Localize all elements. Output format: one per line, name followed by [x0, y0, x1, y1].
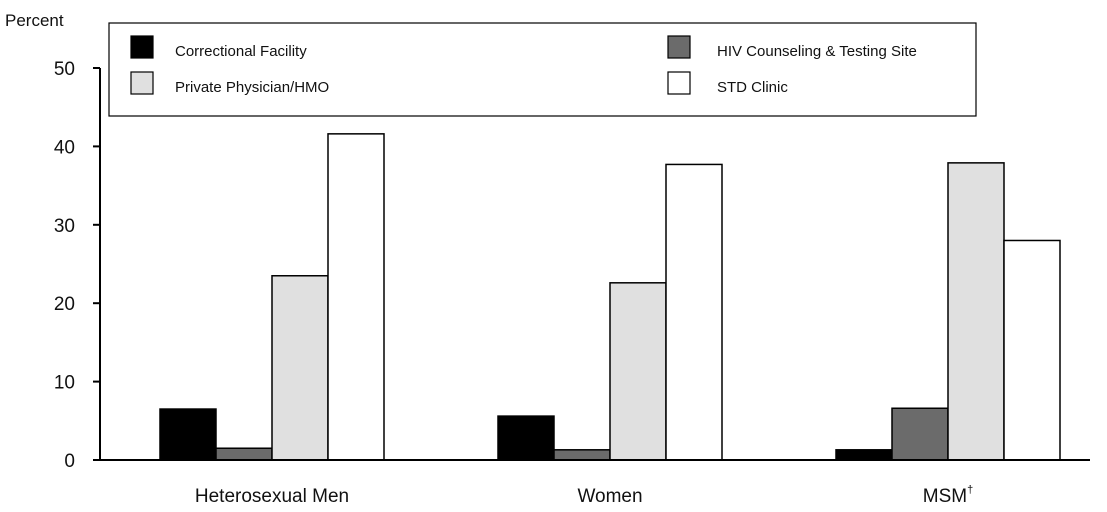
legend-label: HIV Counseling & Testing Site: [717, 43, 917, 60]
y-axis-label: Percent: [5, 11, 64, 30]
y-axis: 0 10 20 30 40 50: [54, 59, 101, 472]
bar-correctional-facility-heterosexual-men: [159, 408, 217, 461]
bar-private-physician-hmo-msm: [947, 162, 1005, 461]
y-tick-label: 10: [54, 373, 75, 394]
bar-std-clinic-women: [665, 163, 723, 461]
x-category-label: MSM†: [923, 484, 973, 507]
x-category-label: Heterosexual Men: [195, 486, 349, 507]
bar-std-clinic-msm: [1003, 239, 1061, 461]
bar-hiv-counseling-testing-site-heterosexual-men: [215, 447, 273, 461]
y-tick-label: 50: [54, 59, 75, 80]
legend-swatch: [667, 35, 691, 59]
bar-private-physician-hmo-heterosexual-men: [271, 275, 329, 461]
bar-hiv-counseling-testing-site-msm: [891, 407, 949, 461]
legend-label: Private Physician/HMO: [175, 79, 329, 96]
y-tick-label: 40: [54, 137, 75, 158]
bar-correctional-facility-women: [497, 415, 555, 461]
legend-swatch: [130, 71, 154, 95]
legend: Correctional Facility HIV Counseling & Te…: [108, 22, 977, 117]
y-tick-label: 0: [64, 451, 75, 472]
bar-std-clinic-heterosexual-men: [327, 133, 385, 461]
bar-private-physician-hmo-women: [609, 282, 667, 461]
y-tick-label: 20: [54, 294, 75, 315]
legend-swatch: [130, 35, 154, 59]
legend-label: Correctional Facility: [175, 43, 307, 60]
bar-hiv-counseling-testing-site-women: [553, 449, 611, 461]
x-category-label: Women: [577, 486, 642, 507]
legend-label: STD Clinic: [717, 79, 788, 96]
y-tick-label: 30: [54, 216, 75, 237]
x-axis: Heterosexual Men Women MSM†: [100, 459, 1090, 507]
legend-swatch: [667, 71, 691, 95]
legend-box: [108, 22, 977, 117]
bar-correctional-facility-msm: [835, 449, 893, 461]
category-footnote-marker: †: [967, 484, 973, 496]
bars: [159, 133, 1061, 461]
